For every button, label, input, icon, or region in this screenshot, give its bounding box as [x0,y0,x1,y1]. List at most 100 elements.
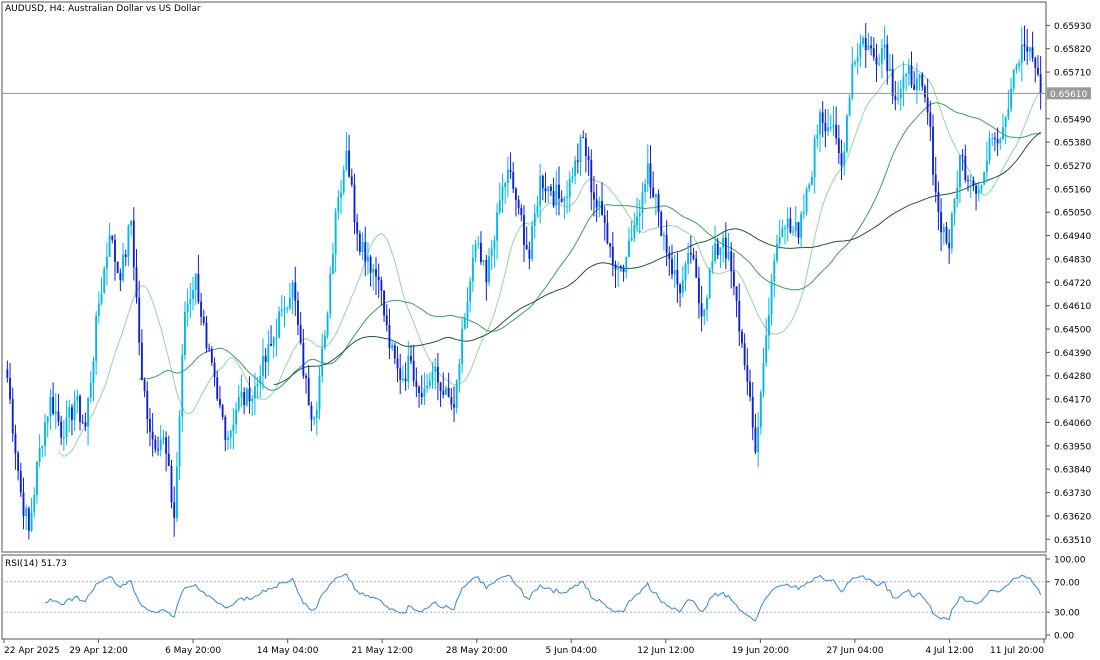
candle-body [124,254,127,258]
candle-body [568,178,571,197]
candle-body [299,324,302,343]
x-tick-label: 4 Jul 12:00 [925,646,974,656]
candle-body [609,243,612,247]
y-tick-label: 0.65710 [1054,69,1091,79]
candle-body [197,273,200,302]
candle-body [619,266,622,268]
candle-body [383,290,386,316]
candle-body [800,213,803,238]
candle-body [420,392,423,397]
candle-body [135,267,138,298]
candle-body [151,431,154,440]
candle-body [253,386,256,399]
candle-body [687,252,690,264]
candle-body [980,184,983,190]
candle-body [116,261,119,273]
candle-body [743,343,746,366]
candle-body [1034,58,1037,68]
candle-body [447,387,450,398]
candle-body [636,216,638,226]
candle-body [1018,63,1021,67]
candle-body [122,254,124,281]
candle-body [587,155,590,161]
y-tick-label: 0.64940 [1054,232,1091,242]
candle-body [184,312,186,355]
candle-body [845,115,848,152]
candle-body [87,397,90,427]
candle-body [33,494,36,513]
x-tick-label: 12 Jun 12:00 [637,646,694,656]
candle-body [684,263,687,281]
candle-body [218,399,221,406]
rsi-level-lines [2,581,1046,613]
x-tick-label: 29 Apr 12:00 [69,646,128,656]
candle-body [867,45,870,51]
candle-body [977,189,980,194]
candle-body [189,298,192,305]
candle-body [49,396,52,417]
candle-body [662,234,665,236]
candle-body [539,176,542,206]
candle-body [477,243,480,245]
candle-body [385,315,388,326]
candle-body [918,74,921,79]
candle-body [851,63,854,98]
y-tick-label: 0.64610 [1054,302,1091,312]
candle-body [681,280,684,293]
candle-body [563,198,566,202]
candle-body [590,160,593,193]
candle-body [463,318,466,329]
candle-body [832,124,835,128]
x-tick-label: 6 May 20:00 [165,646,221,656]
candle-body [824,122,827,132]
candle-body [985,160,988,173]
candle-body [967,180,969,182]
x-tick-label: 27 Jun 04:00 [826,646,883,656]
ma-line-100 [273,131,1041,386]
candle-body [466,301,469,319]
candle-body [859,43,862,58]
candle-body [469,281,472,302]
candle-body [224,416,227,440]
candle-body [431,371,434,381]
candle-body [154,439,157,450]
candle-body [445,387,447,395]
x-tick-label: 19 Jun 20:00 [732,646,789,656]
chart-title: AUDUSD, H4: Australian Dollar vs US Doll… [5,4,201,14]
candle-body [146,390,149,419]
candle-body [555,184,558,206]
rsi-tick-label: 70.00 [1054,578,1080,588]
candle-body [722,237,725,248]
candle-body [288,298,291,309]
candle-body [584,137,587,156]
candle-body [19,471,22,493]
candle-body [673,270,676,275]
candle-body [167,453,170,467]
candle-body [611,246,614,265]
candle-body [638,213,641,217]
candle-body [523,215,525,245]
candle-body [765,335,768,363]
candle-body [593,192,595,200]
candle-body [186,304,189,313]
y-tick-label: 0.65490 [1054,115,1091,125]
candle-body [326,313,329,336]
candle-body [175,466,178,519]
candle-body [999,139,1002,144]
rsi-tick-label: 30.00 [1054,609,1080,619]
candle-body [450,397,453,405]
candle-body [426,385,429,389]
candle-body [100,293,103,304]
candle-body [81,421,84,423]
candle-body [232,424,235,431]
candle-body [482,260,485,263]
candle-body [872,48,875,58]
candle-body [461,328,464,365]
y-tick-label: 0.65820 [1054,45,1091,55]
candle-body [671,258,673,275]
candle-body [272,337,275,347]
candle-body [913,84,916,91]
candle-body [738,300,741,332]
candle-body [827,127,830,132]
y-tick-label: 0.64830 [1054,255,1091,265]
